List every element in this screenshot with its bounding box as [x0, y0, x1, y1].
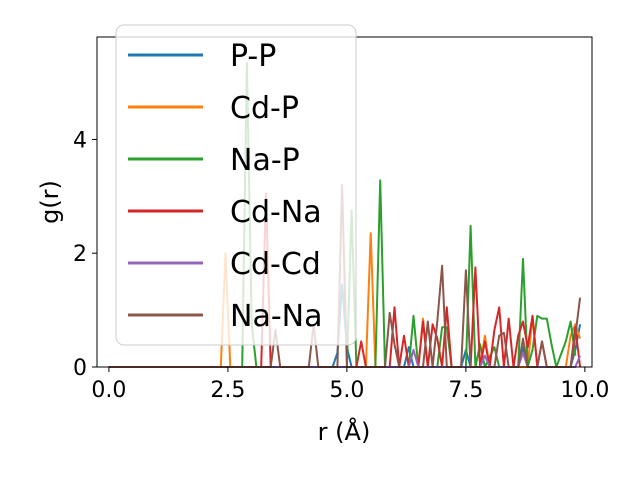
legend-label-cd-cd: Cd-Cd [230, 247, 321, 282]
legend-label-cd-na: Cd-Na [230, 195, 322, 230]
legend-label-cd-p: Cd-P [230, 91, 299, 126]
y-tick-label: 2 [73, 242, 87, 267]
x-tick-label: 5.0 [329, 378, 364, 403]
legend-label-p-p: P-P [230, 39, 276, 74]
y-axis: 0 2 4 [73, 128, 97, 381]
x-tick-label: 7.5 [448, 378, 483, 403]
x-tick-label: 2.5 [210, 378, 245, 403]
y-tick-label: 0 [73, 356, 87, 381]
legend-label-na-na: Na-Na [230, 299, 322, 334]
legend: P-P Cd-P Na-P Cd-Na Cd-Cd Na-Na [115, 24, 357, 346]
legend-box [115, 24, 357, 346]
x-tick-label: 0.0 [91, 378, 126, 403]
y-axis-label: g(r) [36, 180, 64, 224]
x-axis-label: r (Å) [318, 417, 371, 446]
x-tick-label: 10.0 [560, 378, 609, 403]
y-tick-label: 4 [73, 128, 87, 153]
x-axis: 0.0 2.5 5.0 7.5 10.0 [91, 367, 609, 403]
legend-label-na-p: Na-P [230, 143, 300, 178]
